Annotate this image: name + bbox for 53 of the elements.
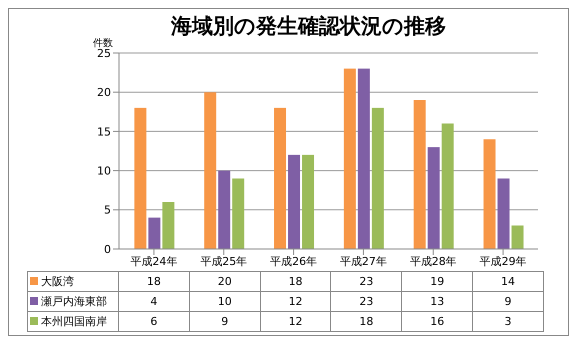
legend-label: 本州四国南岸 xyxy=(28,312,118,332)
data-label: 19 xyxy=(402,272,473,292)
chart-title: 海域別の発生確認状況の推移 xyxy=(171,14,446,38)
x-tick-label: 平成29年 xyxy=(480,254,527,268)
legend-label: 瀬戸内海東部 xyxy=(28,292,118,312)
y-tick-label: 15 xyxy=(97,125,111,138)
y-tick-label: 20 xyxy=(97,86,111,100)
data-label: 20 xyxy=(189,272,260,292)
data-label: 18 xyxy=(118,272,190,292)
x-tick-label: 平成27年 xyxy=(340,254,387,268)
y-tick-label: 10 xyxy=(97,164,111,178)
bar xyxy=(232,178,244,249)
y-tick-label: 0 xyxy=(104,242,111,256)
bar xyxy=(288,154,300,249)
x-tick-label: 平成24年 xyxy=(130,254,178,268)
bar xyxy=(428,147,440,249)
data-label: 3 xyxy=(472,312,544,332)
data-label: 13 xyxy=(402,292,473,312)
data-label: 10 xyxy=(189,292,260,312)
bar xyxy=(218,170,230,249)
data-label: 12 xyxy=(260,292,331,312)
bar xyxy=(512,225,524,249)
y-tick-label: 25 xyxy=(97,46,111,60)
bar xyxy=(372,108,384,249)
bar xyxy=(274,108,286,249)
bar xyxy=(358,68,370,249)
x-tick-label: 平成26年 xyxy=(270,254,318,268)
data-label: 14 xyxy=(472,272,544,292)
bar xyxy=(442,124,454,249)
bar xyxy=(162,202,174,249)
data-label: 9 xyxy=(189,312,260,332)
bar xyxy=(204,92,216,249)
data-label: 4 xyxy=(118,292,190,312)
data-label: 18 xyxy=(260,272,331,292)
bar xyxy=(148,218,160,249)
data-label: 6 xyxy=(118,312,190,332)
data-label: 16 xyxy=(402,312,473,332)
data-label: 9 xyxy=(472,292,544,312)
bar xyxy=(134,108,146,249)
x-tick-label: 平成25年 xyxy=(200,254,248,268)
bar xyxy=(302,154,314,249)
y-axis-title: 件数 xyxy=(93,37,113,49)
data-label: 12 xyxy=(260,312,331,332)
data-label: 23 xyxy=(330,292,402,312)
bar xyxy=(484,139,496,249)
legend-label: 大阪湾 xyxy=(28,272,118,292)
bar xyxy=(414,100,426,249)
data-label: 23 xyxy=(330,272,402,292)
bar xyxy=(344,68,356,249)
data-label: 18 xyxy=(330,312,402,332)
bar xyxy=(498,178,510,249)
x-tick-label: 平成28年 xyxy=(410,254,457,268)
y-tick-label: 5 xyxy=(104,204,111,217)
